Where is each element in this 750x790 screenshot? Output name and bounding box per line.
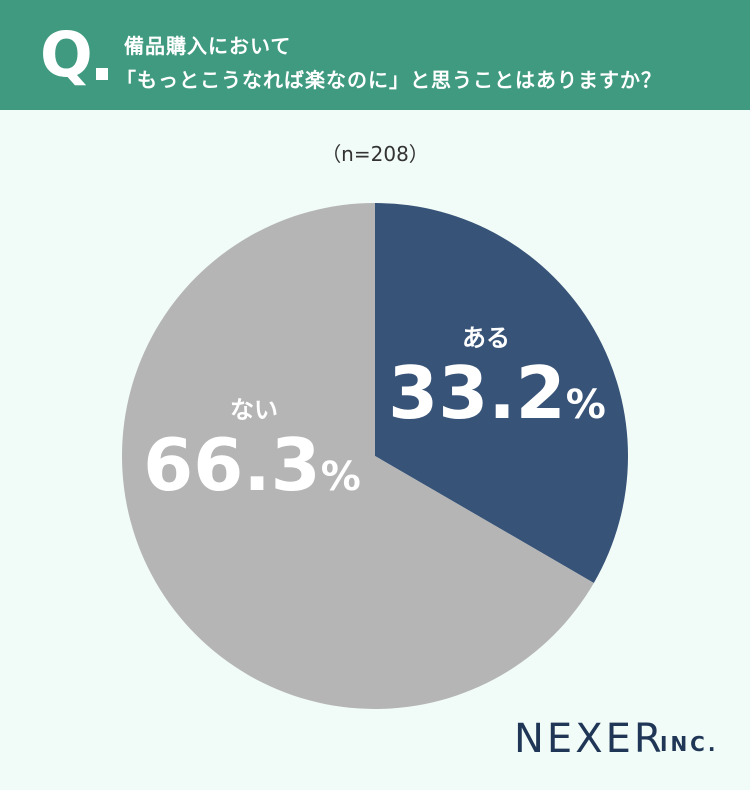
slice-value-label: 66.3% <box>143 423 361 507</box>
sample-size: （n=208） <box>321 142 429 166</box>
slice-nai <box>122 203 594 710</box>
question-text-line1: 備品購入において <box>124 34 292 58</box>
slice-value-label: 33.2% <box>388 351 606 435</box>
question-text-line2: 「もっとこうなれば楽なのに」と思うことはありますか？ <box>116 68 662 92</box>
question-mark: Q <box>40 18 93 91</box>
slice-aru <box>375 203 628 583</box>
company-logo-suffix: INC. <box>660 732 719 756</box>
question-header: Q 備品購入において 「もっとこうなれば楽なのに」と思うことはありますか？ <box>0 0 750 110</box>
slice-category-label: ない <box>230 396 278 424</box>
company-logo: NEXER <box>514 716 665 762</box>
question-dot <box>96 68 108 80</box>
slice-category-label: ある <box>462 324 510 352</box>
